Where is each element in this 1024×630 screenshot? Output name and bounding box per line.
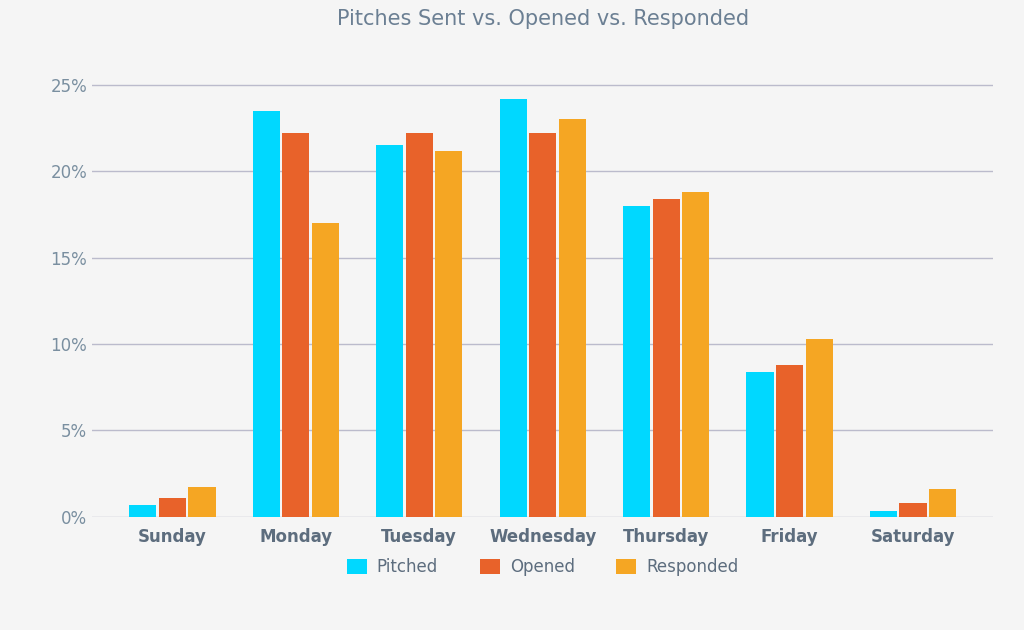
Bar: [406, 134, 433, 517]
Bar: [869, 512, 897, 517]
Bar: [682, 192, 710, 517]
Bar: [188, 487, 216, 517]
Bar: [623, 206, 650, 517]
Bar: [529, 134, 556, 517]
Bar: [559, 120, 586, 517]
Bar: [376, 146, 403, 517]
Bar: [283, 134, 309, 517]
Bar: [129, 505, 157, 517]
Title: Pitches Sent vs. Opened vs. Responded: Pitches Sent vs. Opened vs. Responded: [337, 9, 749, 30]
Bar: [312, 223, 339, 517]
Bar: [899, 503, 927, 517]
Bar: [746, 372, 773, 517]
Bar: [776, 365, 803, 517]
Bar: [806, 339, 833, 517]
Bar: [435, 151, 463, 517]
Bar: [652, 199, 680, 517]
Bar: [253, 111, 280, 517]
Bar: [929, 489, 956, 517]
Legend: Pitched, Opened, Responded: Pitched, Opened, Responded: [340, 551, 745, 583]
Bar: [500, 99, 526, 517]
Bar: [159, 498, 186, 517]
